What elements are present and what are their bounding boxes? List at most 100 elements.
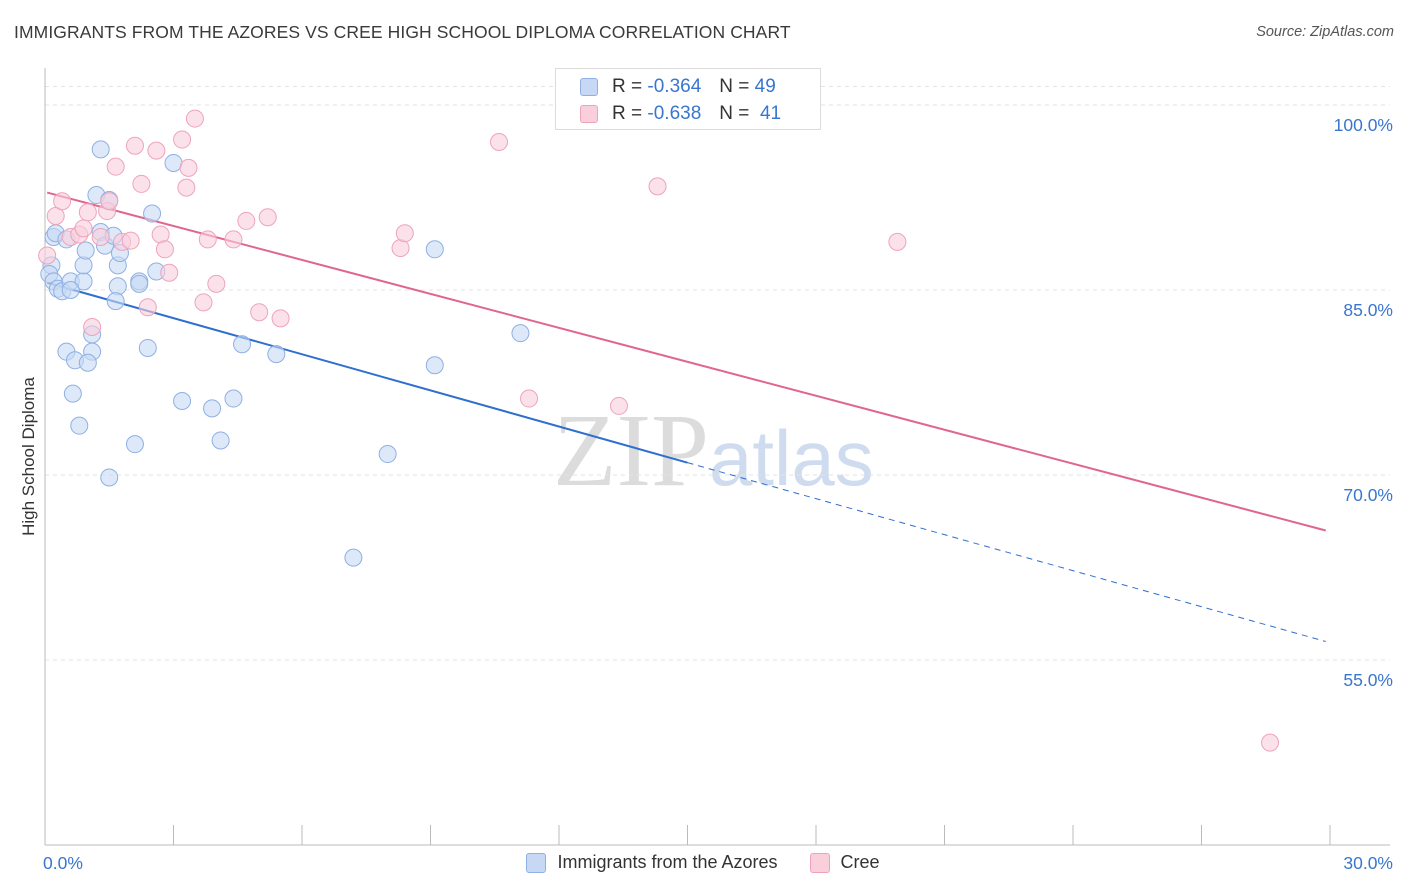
azores-point	[425, 240, 444, 259]
azores-point	[511, 324, 530, 343]
cree-trend-line	[46, 191, 1326, 532]
legend-item-azores[interactable]: Immigrants from the Azores	[526, 852, 778, 873]
legend-cree-swatch	[809, 852, 830, 873]
chart-title: IMMIGRANTS FROM THE AZORES VS CREE HIGH …	[14, 22, 791, 42]
cree-swatch	[580, 105, 598, 123]
cree-r-value: -0.638	[647, 103, 702, 124]
cree-n-label: N =	[719, 103, 750, 124]
cree-point	[194, 293, 213, 312]
grid-lines	[45, 86, 1390, 661]
azores-point	[233, 335, 252, 354]
stats-legend-row-azores: R = -0.364 N = 49	[580, 75, 776, 99]
azores-point	[100, 468, 119, 487]
stats-legend-row-cree: R = -0.638 N = 41	[580, 102, 781, 126]
cree-point	[207, 274, 226, 293]
cree-point	[648, 177, 667, 196]
y-tick-label: 70.0%	[1343, 485, 1393, 505]
cree-point	[173, 130, 192, 149]
cree-point	[888, 232, 907, 251]
series-legend: Immigrants from the Azores Cree	[0, 852, 1406, 873]
cree-point	[91, 227, 110, 246]
azores-point	[267, 345, 286, 364]
cree-n-value: 41	[759, 103, 782, 124]
azores-point	[130, 274, 149, 293]
azores-swatch	[580, 78, 598, 96]
legend-cree-label: Cree	[840, 852, 880, 872]
y-tick-label: 55.0%	[1343, 670, 1393, 690]
data-points	[38, 109, 1280, 752]
azores-point	[173, 392, 192, 410]
azores-point	[138, 338, 157, 357]
cree-point	[38, 246, 57, 265]
cree-point	[106, 157, 125, 176]
azores-point	[108, 277, 127, 296]
cree-point	[177, 178, 196, 197]
azores-point	[78, 353, 97, 372]
azores-r-label: R =	[612, 76, 643, 97]
cree-point	[237, 211, 256, 230]
azores-point	[74, 256, 93, 275]
cree-point	[155, 240, 174, 259]
stats-legend: R = -0.364 N = 49 R = -0.638 N = 41	[555, 68, 821, 130]
chart-source: Source: ZipAtlas.com	[1256, 24, 1394, 40]
azores-r-value: -0.364	[647, 76, 702, 97]
cree-point	[132, 174, 151, 193]
cree-point	[78, 203, 97, 222]
cree-point	[83, 318, 102, 336]
azores-point	[164, 153, 183, 172]
cree-point	[395, 224, 414, 243]
azores-point	[224, 389, 243, 408]
legend-azores-swatch	[526, 852, 547, 873]
y-tick-label: 100.0%	[1334, 115, 1393, 135]
cree-point	[224, 230, 243, 249]
cree-point	[53, 192, 72, 211]
cree-point	[160, 263, 179, 282]
cree-point	[609, 396, 628, 415]
azores-point	[125, 435, 144, 454]
azores-point	[211, 431, 230, 450]
x-tick-label-min: 0.0%	[43, 853, 83, 873]
watermark-zip: ZIP	[553, 393, 709, 508]
cree-point	[250, 303, 269, 322]
azores-point	[70, 416, 89, 435]
cree-point	[147, 141, 166, 160]
azores-point	[425, 356, 444, 375]
axes	[44, 68, 1390, 846]
legend-azores-label: Immigrants from the Azores	[557, 852, 778, 872]
azores-point	[106, 292, 125, 311]
azores-n-label: N =	[719, 76, 750, 97]
azores-point	[91, 140, 110, 159]
cree-point	[138, 298, 157, 317]
cree-point	[1261, 733, 1280, 752]
azores-point	[344, 548, 363, 567]
legend-item-cree[interactable]: Cree	[809, 852, 880, 873]
azores-point	[378, 445, 397, 464]
cree-point	[271, 309, 290, 328]
cree-point	[258, 208, 277, 227]
cree-point	[185, 109, 204, 128]
cree-point	[100, 192, 119, 211]
cree-point	[391, 239, 410, 258]
x-tick-label-max: 30.0%	[1343, 853, 1393, 873]
azores-point	[143, 204, 162, 223]
cree-point	[74, 219, 93, 238]
y-tick-label: 85.0%	[1343, 300, 1393, 320]
cree-point	[490, 133, 509, 151]
cree-point	[121, 231, 140, 250]
azores-point	[76, 241, 95, 260]
cree-r-label: R =	[612, 103, 643, 124]
cree-point	[151, 225, 170, 244]
trend-lines	[46, 191, 1326, 642]
cree-point	[179, 158, 198, 177]
watermark-atlas: atlas	[709, 414, 874, 502]
azores-point	[63, 384, 82, 403]
cree-point	[198, 230, 217, 249]
cree-point	[520, 389, 539, 408]
watermark: ZIPatlas	[553, 398, 874, 503]
axis-labels: 100.0% 85.0% 70.0% 55.0% 0.0% 30.0% High Schoo…	[19, 115, 1393, 873]
azores-point	[203, 399, 222, 418]
azores-point	[61, 281, 80, 299]
cree-point	[125, 136, 144, 155]
azores-n-value: 49	[754, 76, 776, 97]
